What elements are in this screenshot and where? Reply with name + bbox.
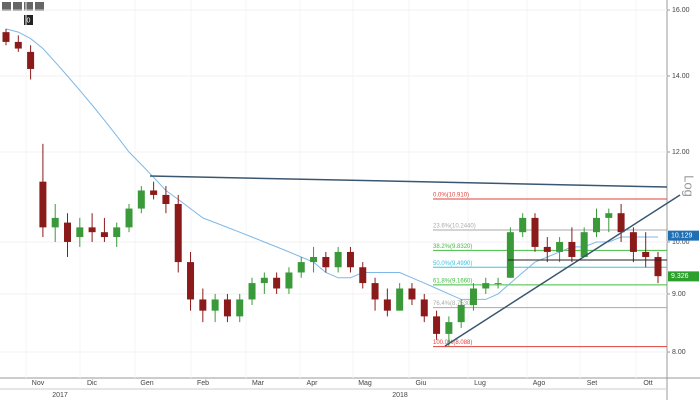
- candle-body: [642, 251, 650, 257]
- candle-body: [285, 272, 293, 289]
- candle-body: [51, 217, 59, 228]
- trendline: [444, 194, 681, 347]
- x-tick-label: Set: [587, 380, 598, 387]
- trendlines: [149, 175, 681, 347]
- badge-box: [24, 15, 33, 25]
- candle-body: [592, 217, 600, 233]
- price-tag-label: 9.326: [671, 273, 689, 280]
- price-tag: [668, 271, 699, 282]
- candle-body: [113, 227, 121, 238]
- candle-body: [100, 232, 108, 238]
- candle-body: [162, 194, 170, 204]
- price-tag: [668, 230, 699, 241]
- candle-body: [174, 203, 182, 263]
- candle-body: [346, 251, 354, 268]
- candle-body: [310, 256, 318, 263]
- y-tick-label: 8.00: [672, 349, 686, 356]
- x-tick-label: Dic: [87, 380, 98, 387]
- price-tag-label: 10.129: [671, 232, 693, 239]
- candle-body: [445, 322, 453, 334]
- candle-body: [543, 246, 551, 252]
- year-label: 2017: [52, 392, 68, 399]
- candle-body: [260, 277, 268, 284]
- candle-body: [64, 222, 72, 242]
- candle-body: [211, 299, 219, 311]
- y-tick-label: 16.00: [672, 7, 690, 14]
- scale-label: Log: [682, 175, 697, 197]
- fib-label: 0.0%(10.910): [433, 193, 469, 199]
- candle-body: [150, 190, 158, 195]
- y-tick-label: 12.00: [672, 149, 690, 156]
- candle-body: [531, 217, 539, 247]
- tool-button[interactable]: [35, 2, 44, 11]
- candle-body: [494, 283, 502, 285]
- candle-body: [396, 288, 404, 311]
- x-tick-label: Lug: [474, 380, 486, 387]
- candle-body: [14, 41, 22, 49]
- candle-body: [223, 299, 231, 317]
- x-tick-label: Mag: [358, 380, 372, 387]
- fib-label: 38.2%(9.8320): [433, 244, 472, 250]
- fib-label: 100.0%(8.088): [433, 340, 472, 346]
- fib-label: 61.8%(9.1660): [433, 278, 472, 284]
- candle-body: [556, 241, 564, 252]
- candle-body: [580, 232, 588, 257]
- candle-body: [433, 316, 441, 334]
- candle-body: [408, 288, 416, 300]
- x-tick-label: Apr: [307, 380, 319, 387]
- tool-button[interactable]: [13, 2, 22, 11]
- candle-body: [568, 241, 576, 257]
- x-tick-label: Mar: [252, 380, 265, 387]
- candle-body: [322, 256, 330, 268]
- candle-body: [605, 213, 613, 218]
- candle-body: [482, 283, 490, 289]
- fib-label: 76.4%(8.7530): [433, 301, 472, 307]
- candle-body: [76, 227, 84, 238]
- candle-body: [236, 299, 244, 317]
- toolbar: 0: [2, 2, 44, 25]
- y-tick-label: 10.00: [672, 239, 690, 246]
- candle-body: [371, 283, 379, 300]
- candle-body: [137, 190, 145, 209]
- tool-button[interactable]: [24, 2, 33, 11]
- candle-body: [506, 232, 514, 278]
- candle-body: [359, 267, 367, 284]
- moving-average: [5, 28, 658, 300]
- candle-body: [248, 283, 256, 300]
- candle-body: [654, 256, 662, 277]
- candle-body: [39, 181, 47, 228]
- candle-body: [334, 251, 342, 268]
- candle-body: [273, 277, 281, 289]
- candle-body: [2, 32, 10, 42]
- year-label: 2018: [392, 392, 408, 399]
- fib-label: 50.0%(9.4990): [433, 261, 472, 267]
- candle-body: [88, 227, 96, 233]
- x-tick-label: Ott: [643, 380, 652, 387]
- candle-body: [187, 262, 195, 300]
- candle-body: [457, 305, 465, 323]
- trendline: [149, 175, 668, 188]
- candle-body: [420, 299, 428, 317]
- candle-body: [27, 51, 35, 69]
- candle-body: [383, 299, 391, 311]
- x-tick-label: Ago: [533, 380, 546, 387]
- candle-body: [125, 208, 133, 228]
- x-tick-label: Feb: [197, 380, 209, 387]
- tool-button[interactable]: [2, 2, 11, 11]
- candle-body: [519, 217, 527, 233]
- y-tick-label: 14.00: [672, 73, 690, 80]
- candle-body: [297, 262, 305, 273]
- candle-body: [617, 213, 625, 233]
- x-tick-label: Nov: [32, 380, 45, 387]
- candle-body: [629, 232, 637, 252]
- x-tick-label: Gen: [140, 380, 153, 387]
- toolbar-badge: 0: [27, 17, 31, 24]
- y-tick-label: 9.00: [672, 291, 686, 298]
- candle-body: [199, 299, 207, 311]
- fib-label: 23.6%(10.2440): [433, 224, 476, 230]
- candle-body: [469, 288, 477, 306]
- x-tick-label: Giu: [416, 380, 427, 387]
